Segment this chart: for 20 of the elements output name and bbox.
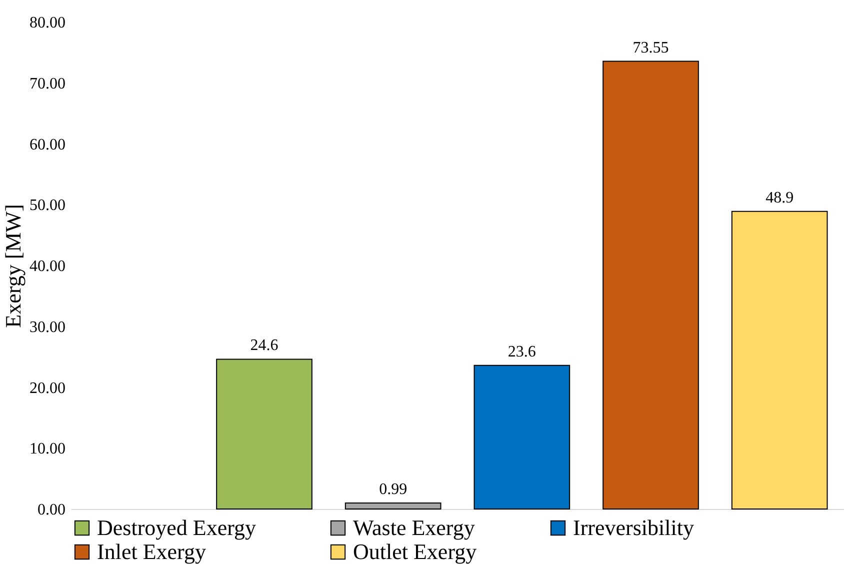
data-label: 0.99	[379, 480, 408, 498]
y-tick-label: 20.00	[30, 380, 66, 397]
legend-label: Inlet Exergy	[97, 539, 206, 564]
legend-label: Irreversibility	[573, 515, 694, 540]
legend-label: Destroyed Exergy	[97, 515, 256, 540]
y-tick-label: 70.00	[30, 75, 66, 92]
legend-label: Waste Exergy	[353, 515, 475, 540]
y-axis-title: Exergy [MW]	[0, 204, 26, 328]
y-tick-label: 30.00	[30, 318, 66, 336]
y-tick-label: 50.00	[30, 197, 66, 214]
y-tick-label: 80.00	[30, 14, 66, 32]
data-label: 23.6	[508, 343, 536, 360]
y-tick-label: 10.00	[30, 440, 66, 458]
data-label: 48.9	[766, 189, 794, 206]
y-tick-label: 40.00	[30, 258, 66, 275]
data-label: 24.6	[250, 337, 278, 354]
legend-label: Outlet Exergy	[353, 539, 477, 564]
y-tick-label: 60.00	[30, 136, 66, 154]
data-label: 73.55	[632, 39, 669, 56]
y-tick-label: 0.00	[38, 502, 66, 518]
